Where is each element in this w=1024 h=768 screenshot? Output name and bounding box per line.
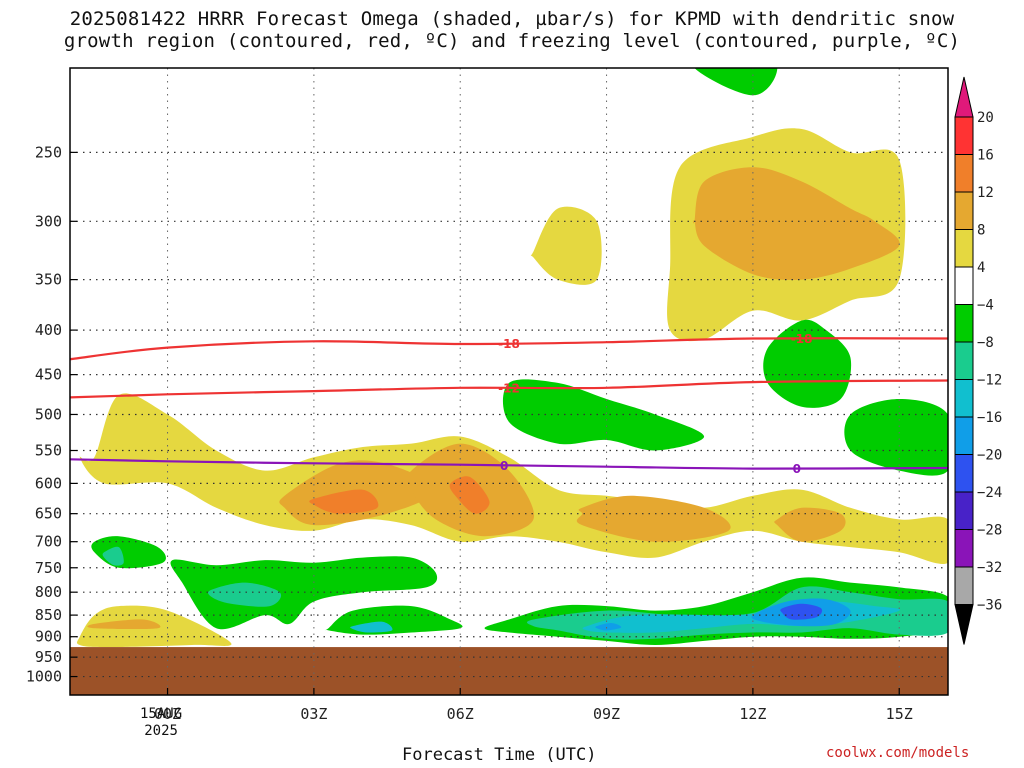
omega-region-2 [530,206,602,285]
y-tick-label-600: 600 [35,474,62,492]
contour-line-0 [69,337,949,361]
colorbar-label-13: −36 [977,598,1002,614]
title-line-1: 2025081422 HRRR Forecast Omega (shaded, … [69,8,955,30]
plot-frame [69,67,949,696]
colorbar-seg-4 [954,266,974,305]
omega-region-24 [350,621,393,633]
omega-region-12 [91,536,166,569]
omega-region-22 [102,546,124,566]
contour-label-2-0: 0 [500,459,508,473]
omega-region-10 [309,489,379,514]
colorbar-label-7: −12 [977,373,1002,389]
colorbar-seg-3 [954,229,974,268]
contour-line-2 [69,458,949,470]
colorbar-label-1: 16 [977,148,994,164]
y-tick-label-850: 850 [35,606,62,624]
colorbar-label-12: −32 [977,560,1002,576]
colorbar-label-0: 20 [977,110,994,126]
omega-region-18 [844,399,948,476]
x-tick-label-0: 00Z [154,705,181,723]
colorbar-top-triangle [954,76,974,118]
colorbar-seg-8 [954,416,974,455]
colorbar-label-3: 8 [977,223,985,239]
colorbar-label-8: −16 [977,410,1002,426]
omega-region-7 [693,167,900,280]
omega-region-13 [170,556,438,630]
omega-region-11 [449,476,490,514]
y-tick-label-500: 500 [35,405,62,423]
colorbar-label-6: −8 [977,335,994,351]
omega-region-20 [208,582,282,607]
omega-region-9 [87,619,161,630]
colorbar-label-9: −20 [977,448,1002,464]
contour-label-0-0: -18 [498,337,520,351]
colorbar: 20 16 12 8 4 −4 −8 −12 −16 −20 −24 −28 −32 −36 [954,76,1002,645]
x-tick-label-2: 06Z [447,705,474,723]
contour-lines: -18 -18 -12 0 0 [69,332,949,476]
colorbar-label-4: 4 [977,260,985,276]
y-tick-label-400: 400 [35,321,62,339]
y-tick-label-350: 350 [35,271,62,289]
y-tick-label-750: 750 [35,559,62,577]
omega-region-27 [780,603,823,620]
y-tick-label-250: 250 [35,143,62,161]
colorbar-label-11: −28 [977,523,1002,539]
omega-region-26 [595,622,622,631]
x-tick-label-1: 03Z [300,705,327,723]
colorbar-bottom-triangle [954,604,974,645]
y-tick-label-950: 950 [35,648,62,666]
colorbar-seg-10 [954,491,974,530]
contour-line-1 [69,379,949,399]
axes: 250 300 350 400 450 500 550 600 650 700 750 800 850 9… [26,67,949,723]
colorbar-seg-7 [954,379,974,418]
colorbar-seg-11 [954,529,974,568]
colorbar-seg-9 [954,454,974,493]
y-tick-label-800: 800 [35,583,62,601]
x-tick-label-5: 15Z [886,705,913,723]
x-tick-label-4: 12Z [739,705,766,723]
y-tick-label-1000: 1000 [26,668,62,686]
omega-region-8 [774,507,846,542]
chart-title: 2025081422 HRRR Forecast Omega (shaded, … [0,8,1024,52]
y-tick-label-450: 450 [35,366,62,384]
colorbar-label-10: −24 [977,485,1002,501]
x-tick-label-3: 09Z [593,705,620,723]
omega-region-6 [576,495,731,542]
ground-layer [70,647,948,695]
y-tick-label-900: 900 [35,628,62,646]
credit-link[interactable]: coolwx.com/models [826,745,970,761]
omega-region-19 [694,68,778,96]
date-label: 15AUG 2025 [140,706,182,740]
y-tick-label-300: 300 [35,212,62,230]
contour-label-1-0: -12 [498,381,520,395]
colorbar-seg-1 [954,154,974,193]
y-tick-label-700: 700 [35,533,62,551]
colorbar-seg-2 [954,191,974,230]
colorbar-seg-5 [954,304,974,343]
contour-label-2-1: 0 [793,462,801,476]
x-axis-label: Forecast Time (UTC) [402,745,597,765]
colorbar-label-2: 12 [977,185,994,201]
y-tick-label-650: 650 [35,505,62,523]
colorbar-seg-0 [954,116,974,155]
ground-fill [70,647,948,695]
date-label-year: 2025 [144,723,178,739]
omega-region-14 [324,605,463,635]
colorbar-seg-6 [954,341,974,380]
colorbar-label-5: −4 [977,298,994,314]
y-tick-label-550: 550 [35,442,62,460]
omega-region-17 [763,319,852,408]
date-label-day: 15AUG [140,706,183,722]
contour-label-0-1: -18 [791,332,813,346]
colorbar-seg-12 [954,566,974,605]
title-line-2: growth region (contoured, red, ºC) and f… [63,30,961,52]
